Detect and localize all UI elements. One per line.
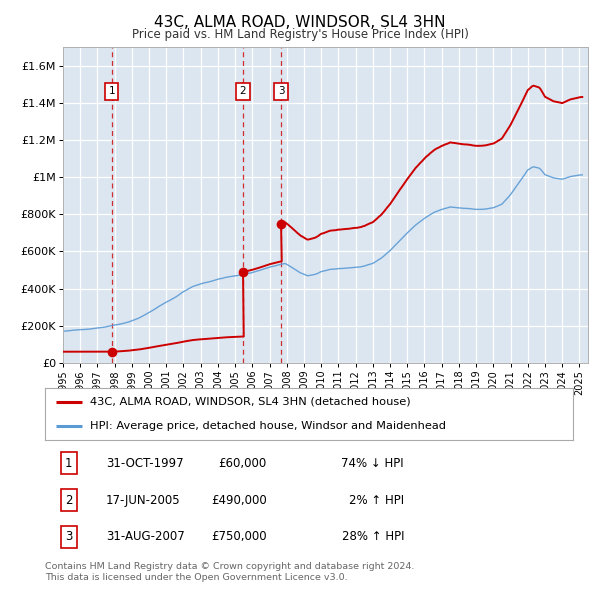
Text: 17-JUN-2005: 17-JUN-2005 xyxy=(106,493,181,507)
Text: 1: 1 xyxy=(109,86,115,96)
Text: HPI: Average price, detached house, Windsor and Maidenhead: HPI: Average price, detached house, Wind… xyxy=(90,421,446,431)
Text: £490,000: £490,000 xyxy=(211,493,267,507)
Text: 3: 3 xyxy=(65,530,73,543)
Text: 28% ↑ HPI: 28% ↑ HPI xyxy=(341,530,404,543)
Text: 43C, ALMA ROAD, WINDSOR, SL4 3HN: 43C, ALMA ROAD, WINDSOR, SL4 3HN xyxy=(154,15,446,30)
Text: 2: 2 xyxy=(65,493,73,507)
Text: 1: 1 xyxy=(65,457,73,470)
Text: 2: 2 xyxy=(240,86,247,96)
Text: Price paid vs. HM Land Registry's House Price Index (HPI): Price paid vs. HM Land Registry's House … xyxy=(131,28,469,41)
Text: Contains HM Land Registry data © Crown copyright and database right 2024.
This d: Contains HM Land Registry data © Crown c… xyxy=(45,562,415,582)
Text: 2% ↑ HPI: 2% ↑ HPI xyxy=(349,493,404,507)
Text: 43C, ALMA ROAD, WINDSOR, SL4 3HN (detached house): 43C, ALMA ROAD, WINDSOR, SL4 3HN (detach… xyxy=(90,396,410,407)
Text: £60,000: £60,000 xyxy=(218,457,267,470)
Text: 3: 3 xyxy=(278,86,284,96)
Text: £750,000: £750,000 xyxy=(211,530,267,543)
Text: 31-AUG-2007: 31-AUG-2007 xyxy=(106,530,184,543)
Text: 74% ↓ HPI: 74% ↓ HPI xyxy=(341,457,404,470)
Text: 31-OCT-1997: 31-OCT-1997 xyxy=(106,457,184,470)
